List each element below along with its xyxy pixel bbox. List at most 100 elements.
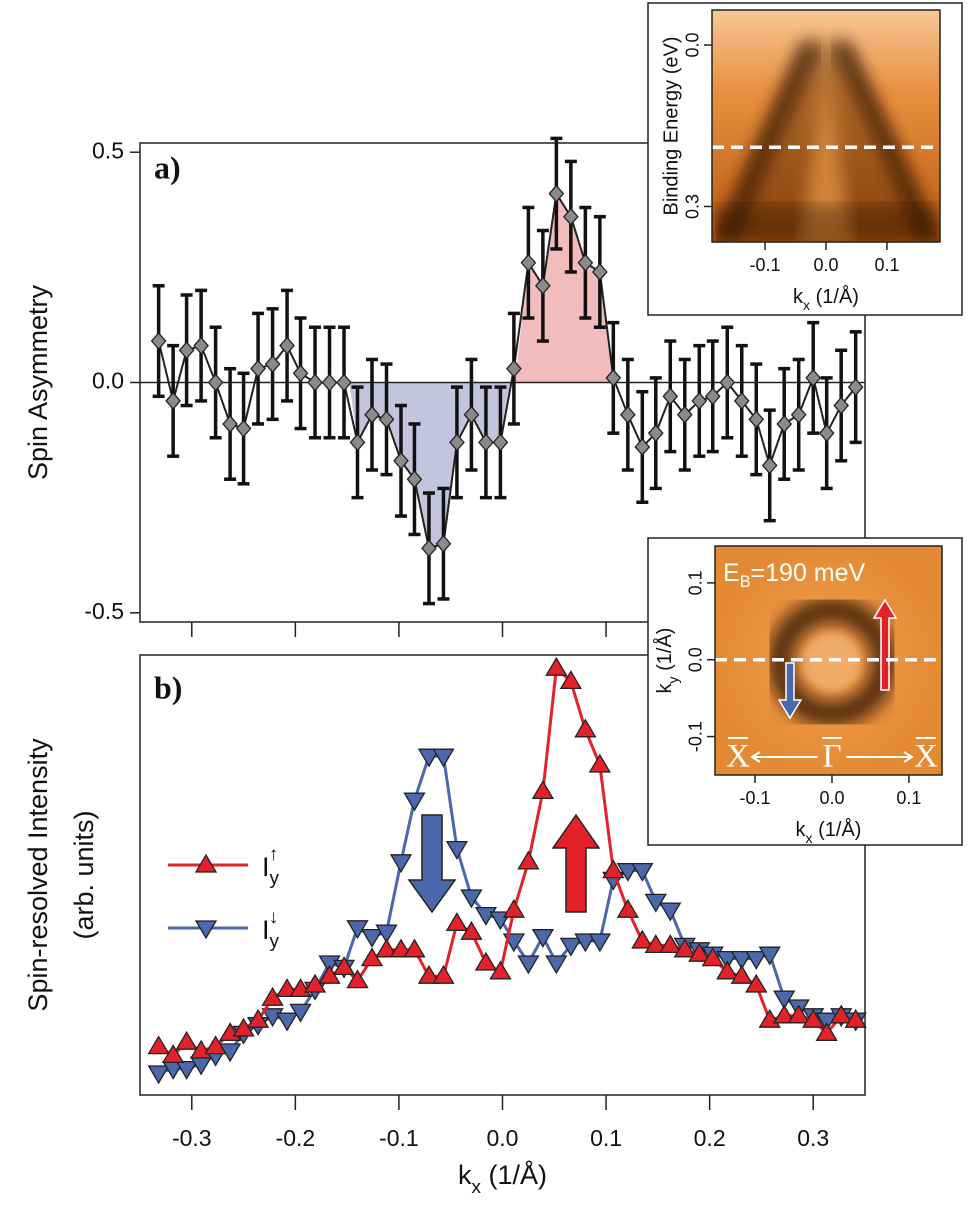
x-tick-label: 0.2 bbox=[694, 1125, 726, 1151]
marker bbox=[605, 368, 622, 387]
x-tick-label: -0.2 bbox=[276, 1125, 316, 1151]
symmetry-label: X bbox=[726, 739, 750, 775]
marker bbox=[776, 414, 793, 433]
marker bbox=[619, 405, 636, 424]
marker bbox=[175, 1060, 198, 1080]
x-axis-label-part: x bbox=[806, 830, 813, 846]
symmetry-arrows bbox=[728, 737, 936, 763]
marker bbox=[349, 433, 366, 452]
marker bbox=[246, 1008, 270, 1028]
x-tick-label: -0.3 bbox=[172, 1125, 212, 1151]
energy-annotation: EB=190 meV bbox=[723, 559, 866, 592]
annotation-part: B bbox=[740, 573, 751, 591]
x-tick-label: 0.0 bbox=[819, 788, 844, 808]
marker bbox=[548, 184, 565, 203]
y-tick-label: 0.5 bbox=[92, 137, 124, 163]
marker bbox=[644, 934, 667, 954]
shaded-area bbox=[514, 193, 614, 383]
legend-part: y bbox=[270, 931, 280, 952]
marker bbox=[562, 207, 579, 226]
annotation-part: E bbox=[723, 559, 740, 587]
legend-marker bbox=[194, 920, 218, 940]
marker bbox=[659, 902, 682, 922]
y-tick-label: -0.5 bbox=[84, 598, 124, 624]
marker bbox=[204, 1035, 227, 1055]
marker bbox=[559, 937, 582, 957]
symmetry-label: Γ bbox=[822, 739, 841, 775]
marker bbox=[531, 780, 555, 800]
x-axis-label-part: k bbox=[796, 819, 807, 841]
marker bbox=[292, 364, 309, 383]
symmetry-label: X bbox=[914, 739, 938, 775]
x-tick-label: 0.0 bbox=[487, 1125, 519, 1151]
marker bbox=[716, 960, 739, 980]
marker bbox=[178, 341, 195, 360]
legend-label: Iy ↑ bbox=[262, 844, 280, 889]
marker bbox=[506, 359, 522, 378]
x-axis-label-part: k bbox=[793, 286, 804, 308]
y-tick-label: -0.1 bbox=[686, 721, 706, 752]
y-tick-label: 0.1 bbox=[686, 570, 706, 595]
marker bbox=[691, 391, 708, 410]
y-axis-label: Binding Energy (eV) bbox=[660, 37, 682, 216]
legend-part: ↓ bbox=[269, 907, 278, 928]
marker bbox=[574, 718, 597, 738]
marker bbox=[147, 1065, 170, 1085]
marker bbox=[445, 840, 469, 860]
constant-energy-image bbox=[715, 546, 942, 775]
marker bbox=[574, 933, 597, 953]
x-tick-label: 0.1 bbox=[896, 788, 921, 808]
marker bbox=[631, 929, 654, 949]
marker bbox=[360, 928, 384, 948]
marker bbox=[393, 451, 409, 470]
marker bbox=[701, 947, 724, 967]
marker bbox=[591, 262, 608, 281]
marker bbox=[460, 889, 483, 909]
inset-band-map: -0.1 0.0 0.1 0.0 0.3 kx (1/Å) Binding Energy (… bbox=[647, 2, 963, 316]
marker bbox=[790, 405, 807, 424]
panel-label: b) bbox=[154, 669, 182, 705]
x-axis-label-part: (1/Å) bbox=[813, 818, 862, 841]
marker bbox=[616, 898, 639, 918]
band-map-image bbox=[712, 10, 940, 242]
marker bbox=[761, 456, 778, 475]
x-tick-label: 0.0 bbox=[813, 255, 838, 275]
marker bbox=[165, 391, 182, 410]
legend-label: Iy ↓ bbox=[262, 907, 280, 952]
marker bbox=[830, 1004, 853, 1024]
y-tick-label: 0.3 bbox=[683, 194, 703, 219]
y-tick-label: 0.0 bbox=[92, 368, 124, 394]
marker bbox=[745, 973, 768, 993]
x-tick-label: -0.1 bbox=[750, 255, 781, 275]
legend-part: I bbox=[262, 852, 270, 882]
marker bbox=[588, 933, 611, 953]
marker bbox=[147, 1035, 170, 1055]
marker bbox=[332, 956, 356, 976]
marker bbox=[815, 1022, 838, 1042]
spin-down-arrow bbox=[407, 814, 457, 914]
marker bbox=[602, 859, 625, 879]
marker bbox=[489, 960, 512, 980]
marker bbox=[616, 862, 639, 882]
y-axis-label-part: (1/Å) bbox=[653, 628, 676, 677]
x-axis-label-part: x bbox=[472, 1177, 482, 1198]
marker bbox=[647, 424, 664, 443]
marker bbox=[275, 978, 299, 998]
marker bbox=[531, 928, 555, 948]
marker bbox=[733, 391, 750, 410]
y-axis-label: (arb. units) bbox=[69, 810, 99, 939]
x-axis-label-part: (1/Å) bbox=[481, 1159, 547, 1190]
marker bbox=[417, 748, 441, 768]
marker bbox=[449, 433, 465, 452]
marker bbox=[389, 854, 413, 874]
marker bbox=[346, 969, 369, 989]
marker bbox=[758, 946, 781, 966]
marker bbox=[662, 387, 679, 406]
marker bbox=[235, 419, 252, 438]
legend-part: I bbox=[262, 915, 270, 945]
marker bbox=[406, 470, 423, 489]
marker bbox=[250, 359, 266, 378]
marker bbox=[673, 938, 696, 958]
marker bbox=[492, 433, 509, 452]
